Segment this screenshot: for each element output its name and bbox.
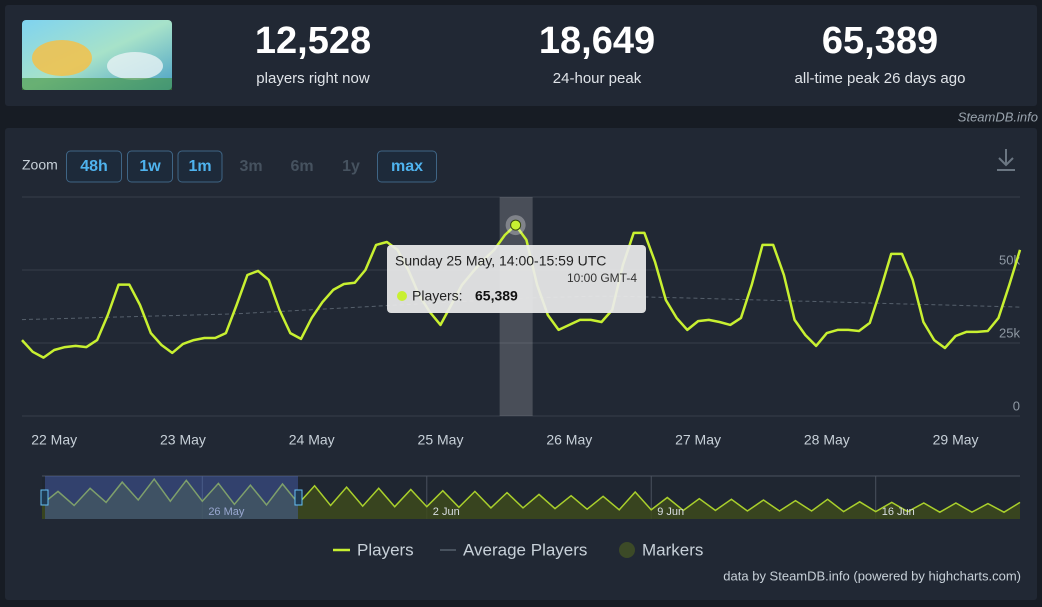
x-tick-label: 22 May xyxy=(31,432,77,448)
zoom-button-label: 1y xyxy=(342,158,360,175)
y-tick-label: 0 xyxy=(1013,398,1020,413)
x-tick-label: 25 May xyxy=(418,432,464,448)
x-tick-label: 29 May xyxy=(933,432,979,448)
zoom-button-label: 6m xyxy=(290,158,313,175)
credits: data by SteamDB.info (powered by highcha… xyxy=(723,568,1021,583)
tooltip-dot xyxy=(397,291,407,301)
x-tick-label: 24 May xyxy=(289,432,335,448)
stat-value: 65,389 xyxy=(822,20,938,62)
tooltip-local-time: 10:00 GMT-4 xyxy=(567,271,637,285)
stat-label: 24-hour peak xyxy=(553,70,642,87)
x-tick-label: 26 May xyxy=(546,432,592,448)
tooltip xyxy=(387,245,646,313)
zoom-button[interactable] xyxy=(177,150,223,183)
x-tick-label: 27 May xyxy=(675,432,721,448)
navigator-label: 9 Jun xyxy=(657,506,684,518)
navigator-label: 2 Jun xyxy=(433,506,460,518)
stat-value: 18,649 xyxy=(539,20,655,62)
watermark: SteamDB.info xyxy=(958,109,1038,124)
navigator-handle[interactable] xyxy=(40,489,49,506)
zoom-button[interactable] xyxy=(127,150,173,183)
zoom-button-label[interactable]: 48h xyxy=(80,158,108,175)
tooltip-label: Players: xyxy=(412,288,463,304)
navigator-selection[interactable] xyxy=(45,476,298,519)
legend-symbol xyxy=(619,542,635,558)
navigator-label: 26 May xyxy=(208,506,245,518)
stat-value: 12,528 xyxy=(255,20,371,62)
navigator-label: 16 Jun xyxy=(882,506,915,518)
stats-panel xyxy=(5,5,1037,106)
navigator-line xyxy=(41,477,1021,514)
zoom-button-label: 3m xyxy=(239,158,262,175)
stat-label: all-time peak 26 days ago xyxy=(795,70,966,87)
navigator-handle[interactable] xyxy=(294,489,303,506)
zoom-label: Zoom xyxy=(22,157,58,173)
tooltip-value: 65,389 xyxy=(475,288,518,304)
legend-label[interactable]: Players xyxy=(357,540,414,559)
hover-point xyxy=(510,219,522,231)
legend-label[interactable]: Average Players xyxy=(463,540,587,559)
download-icon[interactable] xyxy=(997,149,1015,171)
game-logo xyxy=(22,20,172,90)
zoom-button-label[interactable]: max xyxy=(391,158,423,175)
x-tick-label: 28 May xyxy=(804,432,850,448)
zoom-button-label[interactable]: 1m xyxy=(188,158,211,175)
zoom-button-label[interactable]: 1w xyxy=(139,158,161,175)
zoom-button[interactable] xyxy=(66,150,122,183)
players-line xyxy=(21,223,1022,359)
tooltip-title: Sunday 25 May, 14:00-15:59 UTC xyxy=(395,253,606,269)
x-tick-label: 23 May xyxy=(160,432,206,448)
y-tick-label: 25k xyxy=(999,325,1020,340)
zoom-button[interactable] xyxy=(377,150,437,183)
legend-label[interactable]: Markers xyxy=(642,540,703,559)
stat-label: players right now xyxy=(256,70,370,87)
